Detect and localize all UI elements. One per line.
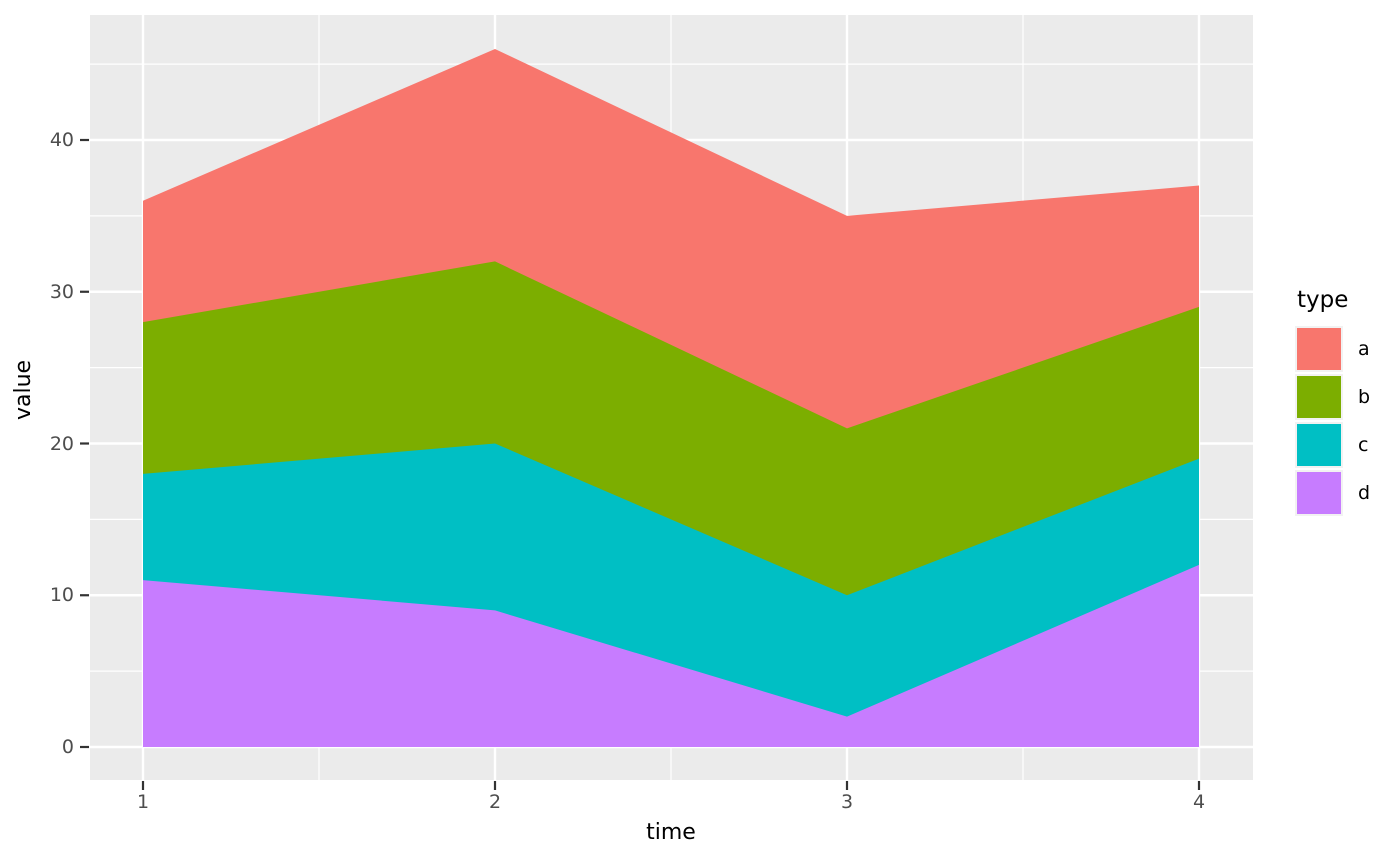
legend-item-c: c	[1297, 424, 1370, 466]
y-tick-label: 0	[61, 736, 74, 758]
y-tick-label: 30	[49, 280, 74, 303]
x-tick-label: 3	[840, 791, 854, 813]
legend-label: a	[1358, 338, 1370, 360]
x-tick-label: 2	[488, 791, 502, 813]
legend-key-swatch-b	[1297, 376, 1341, 418]
y-tick-label: 10	[49, 584, 74, 607]
y-axis-title: value	[11, 359, 36, 421]
legend-title: type	[1297, 287, 1349, 313]
area-series-d	[143, 564, 1199, 747]
legend-item-a: a	[1297, 328, 1370, 370]
legend-item-b: b	[1297, 376, 1370, 418]
legend-item-d: d	[1297, 472, 1370, 514]
x-axis-title: time	[646, 820, 696, 845]
legend-items: a b c d	[1297, 328, 1370, 514]
legend: type a b c d	[1297, 287, 1370, 520]
legend-label: c	[1358, 434, 1369, 456]
x-tick-label: 1	[136, 791, 150, 813]
legend-label: b	[1358, 386, 1371, 408]
y-tick-label: 20	[49, 432, 74, 455]
y-tick-label: 40	[49, 129, 74, 151]
legend-key-swatch-a	[1297, 328, 1341, 370]
legend-key-swatch-d	[1297, 472, 1341, 514]
legend-key-swatch-c	[1297, 424, 1341, 466]
legend-label: d	[1358, 482, 1371, 504]
x-tick-label: 4	[1192, 791, 1206, 813]
